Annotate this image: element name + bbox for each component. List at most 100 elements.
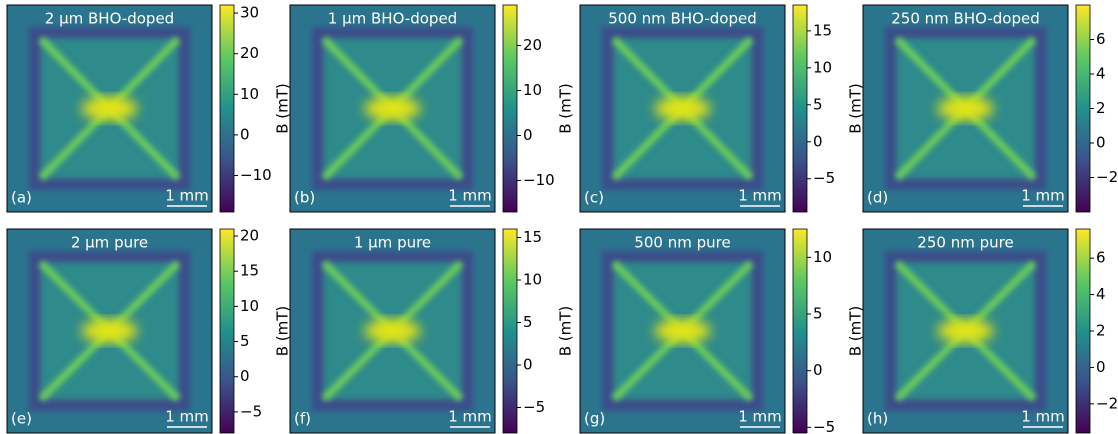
colorbar-tick-label: −5: [813, 418, 835, 434]
panel-title: 500 nm BHO-doped: [608, 10, 756, 28]
map-border: [289, 4, 496, 213]
panel: 250 nm BHO-doped(d)1 mm−20246B (mT): [862, 4, 1118, 213]
scale-bar-label: 1 mm: [165, 408, 209, 426]
colorbar-tick-label: 5: [523, 313, 533, 331]
colorbar-tick-label: 0: [813, 361, 823, 379]
colorbar-label: B (mT): [274, 83, 292, 134]
colorbar-tick-label: −5: [523, 398, 545, 416]
scale-bar-label: 1 mm: [738, 408, 782, 426]
panel: 2 µm BHO-doped (a) 1 mm −10 0 10 20 30 B (mT): [6, 4, 292, 213]
panel-title: 1 µm pure: [354, 234, 431, 252]
colorbar-tick-label: 20: [240, 227, 259, 245]
map-border: [6, 4, 213, 213]
map-border: [579, 4, 786, 213]
colorbar-tick-label: 0: [1096, 358, 1106, 376]
field-map: [862, 228, 1069, 434]
field-map: [289, 228, 496, 434]
map-center: [937, 319, 994, 343]
colorbar-tick-label: 6: [1096, 249, 1106, 267]
colorbar-tick-label: 0: [1096, 134, 1106, 152]
panel: 500 nm pure (g) 1 mm −5 0 5 10 B (mT): [579, 228, 865, 434]
panel-label: (g): [584, 410, 605, 428]
colorbar-tick-label: 10: [240, 85, 259, 103]
panel-title: 250 nm pure: [917, 234, 1013, 252]
field-map: [579, 4, 786, 213]
panel: 2 µm pure (e) 1 mm −5 0 5 10 15 20 B (mT): [6, 227, 292, 434]
field-map: [579, 228, 786, 434]
panel-title: 500 nm pure: [634, 234, 730, 252]
colorbar-tick-label: 15: [523, 228, 542, 246]
colorbar-tick-label: 5: [813, 305, 823, 323]
colorbar-tick-label: 10: [240, 297, 259, 315]
colorbar-tick-label: −5: [813, 169, 835, 187]
scale-bar-label: 1 mm: [1021, 408, 1065, 426]
colorbar-tick-label: 10: [813, 58, 832, 76]
colorbar-tick-label: 15: [813, 21, 832, 39]
map-center: [937, 96, 994, 121]
colorbar-tick-label: 0: [523, 126, 533, 144]
panel-label: (a): [11, 189, 32, 207]
panel-label: (f): [294, 410, 311, 428]
panel-title: 2 µm pure: [71, 234, 148, 252]
colorbar-tick-label: 15: [240, 262, 259, 280]
colorbar-label: B (mT): [274, 306, 292, 357]
colorbar: [792, 4, 808, 213]
colorbar: [219, 4, 235, 213]
colorbar-tick-label: 20: [523, 36, 542, 54]
colorbar-tick-label: 0: [813, 132, 823, 150]
panel: 500 nm BHO-doped (c) 1 mm −5 0 5 10 15 B (mT): [579, 4, 865, 213]
colorbar-tick-label: 2: [1096, 322, 1106, 340]
scale-bar-label: 1 mm: [1021, 187, 1065, 205]
colorbar-tick-label: −5: [240, 402, 262, 420]
colorbar: [219, 228, 235, 434]
colorbar-tick-label: −10: [523, 171, 555, 189]
map-center: [654, 96, 711, 121]
field-map: [289, 4, 496, 213]
map-border: [862, 4, 1069, 213]
panel: 1 µm pure (f) 1 mm −5 0 5 10 15 B (mT): [289, 228, 575, 434]
colorbar-tick-label: −10: [240, 166, 272, 184]
colorbar-tick-label: −2: [1096, 394, 1118, 412]
colorbar: [502, 228, 518, 434]
colorbar-tick-label: 6: [1096, 30, 1106, 48]
colorbar-tick-label: 0: [240, 367, 250, 385]
scale-bar-label: 1 mm: [448, 187, 492, 205]
colorbar-label: B (mT): [847, 83, 865, 134]
colorbar-tick-label: 4: [1096, 285, 1106, 303]
colorbar-label: B (mT): [847, 306, 865, 357]
map-center: [364, 96, 421, 121]
panel-label: (e): [11, 410, 32, 428]
map-center: [654, 319, 711, 343]
colorbar-tick-label: 0: [523, 356, 533, 374]
scale-bar-label: 1 mm: [448, 408, 492, 426]
map-border: [6, 228, 213, 434]
panel-title: 1 µm BHO-doped: [328, 10, 457, 28]
colorbar-tick-label: 20: [240, 44, 259, 62]
colorbar-tick-label: 0: [240, 125, 250, 143]
panel-label: (d): [867, 189, 888, 207]
map-border: [579, 228, 786, 434]
field-map: [6, 4, 213, 213]
colorbar-tick-label: 5: [240, 332, 250, 350]
panel: 1 µm BHO-doped (b) 1 mm −10 0 10 20 B (mT): [289, 4, 575, 213]
panel-label: (b): [294, 189, 315, 207]
colorbar: [1075, 4, 1091, 213]
map-border: [862, 228, 1069, 434]
scale-bar-label: 1 mm: [165, 187, 209, 205]
panel-label: (h): [867, 410, 888, 428]
panel: 250 nm pure(h)1 mm−20246B (mT): [862, 228, 1118, 434]
colorbar: [792, 228, 808, 434]
colorbar-tick-label: 10: [813, 248, 832, 266]
colorbar-tick-label: 2: [1096, 99, 1106, 117]
field-map: [862, 4, 1069, 213]
field-map: [6, 228, 213, 434]
colorbar: [1075, 228, 1091, 434]
map-border: [289, 228, 496, 434]
colorbar-label: B (mT): [557, 306, 575, 357]
colorbar-tick-label: 4: [1096, 65, 1106, 83]
panel-label: (c): [584, 189, 604, 207]
panel-title: 2 µm BHO-doped: [45, 10, 174, 28]
map-center: [81, 319, 138, 343]
colorbar-label: B (mT): [557, 83, 575, 134]
